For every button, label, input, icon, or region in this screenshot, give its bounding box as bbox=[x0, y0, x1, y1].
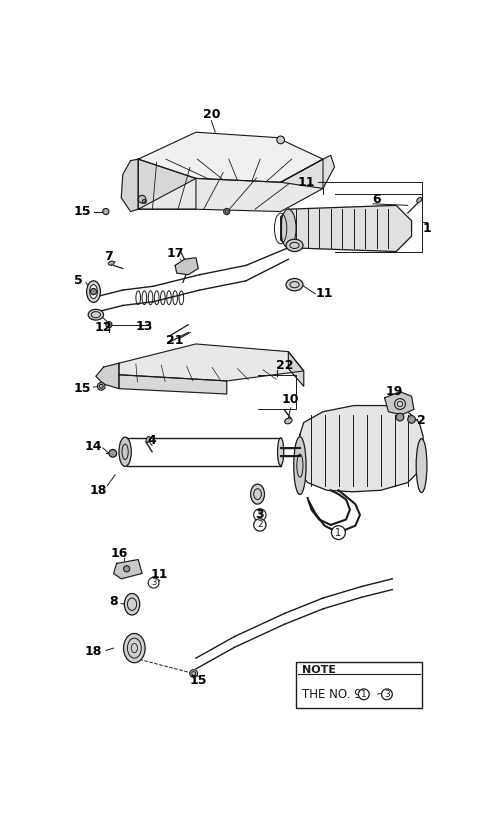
Text: 11: 11 bbox=[297, 176, 315, 189]
Circle shape bbox=[190, 670, 197, 677]
Ellipse shape bbox=[146, 437, 150, 442]
Text: 18: 18 bbox=[85, 646, 102, 659]
Ellipse shape bbox=[119, 437, 131, 467]
Text: 4: 4 bbox=[148, 433, 156, 446]
Circle shape bbox=[396, 413, 404, 421]
Polygon shape bbox=[96, 363, 119, 389]
Polygon shape bbox=[114, 559, 142, 579]
Circle shape bbox=[148, 577, 159, 588]
Text: 11: 11 bbox=[316, 288, 333, 301]
Circle shape bbox=[359, 689, 369, 700]
Text: 8: 8 bbox=[109, 595, 118, 608]
Circle shape bbox=[382, 689, 392, 700]
Circle shape bbox=[395, 398, 406, 410]
Circle shape bbox=[254, 509, 266, 521]
Text: 2: 2 bbox=[417, 415, 426, 428]
Circle shape bbox=[106, 322, 112, 328]
Circle shape bbox=[408, 415, 415, 424]
Polygon shape bbox=[121, 159, 138, 211]
Text: 15: 15 bbox=[74, 382, 92, 395]
Text: 15: 15 bbox=[74, 205, 92, 218]
Ellipse shape bbox=[417, 198, 422, 202]
Text: 15: 15 bbox=[190, 674, 207, 687]
Text: NOTE: NOTE bbox=[302, 665, 336, 675]
Text: 2: 2 bbox=[257, 520, 263, 529]
Text: 5: 5 bbox=[74, 274, 83, 287]
Text: 12: 12 bbox=[95, 320, 112, 333]
Text: 7: 7 bbox=[105, 250, 113, 263]
Text: 6: 6 bbox=[372, 193, 381, 206]
Ellipse shape bbox=[277, 438, 284, 466]
Polygon shape bbox=[175, 258, 198, 275]
Circle shape bbox=[138, 195, 146, 203]
Text: 13: 13 bbox=[136, 320, 153, 333]
Text: 21: 21 bbox=[167, 334, 184, 347]
Bar bbox=[296, 662, 421, 708]
Ellipse shape bbox=[108, 261, 114, 265]
Polygon shape bbox=[384, 392, 414, 415]
Circle shape bbox=[97, 382, 105, 390]
Circle shape bbox=[103, 208, 109, 215]
Text: 20: 20 bbox=[203, 108, 220, 121]
Circle shape bbox=[224, 208, 230, 215]
Text: 11: 11 bbox=[151, 568, 168, 581]
Text: 3: 3 bbox=[256, 510, 263, 520]
Text: 3: 3 bbox=[384, 689, 390, 699]
Text: 10: 10 bbox=[282, 393, 300, 406]
Circle shape bbox=[90, 289, 96, 294]
Text: ~: ~ bbox=[372, 688, 387, 701]
Text: 16: 16 bbox=[110, 547, 128, 560]
Polygon shape bbox=[296, 406, 423, 492]
Circle shape bbox=[123, 566, 130, 572]
Polygon shape bbox=[119, 344, 304, 381]
Circle shape bbox=[332, 526, 345, 540]
Polygon shape bbox=[138, 133, 323, 182]
Ellipse shape bbox=[123, 438, 130, 466]
Ellipse shape bbox=[281, 209, 296, 248]
Ellipse shape bbox=[123, 633, 145, 663]
Text: 22: 22 bbox=[276, 359, 293, 372]
Ellipse shape bbox=[88, 309, 104, 320]
Polygon shape bbox=[288, 352, 304, 386]
Text: 17: 17 bbox=[167, 246, 184, 259]
Circle shape bbox=[254, 519, 266, 531]
Polygon shape bbox=[119, 375, 227, 394]
Ellipse shape bbox=[294, 437, 306, 494]
Ellipse shape bbox=[251, 484, 264, 504]
Ellipse shape bbox=[86, 280, 100, 302]
Ellipse shape bbox=[286, 239, 303, 251]
Text: 14: 14 bbox=[85, 440, 102, 453]
Polygon shape bbox=[138, 159, 323, 211]
Circle shape bbox=[277, 136, 285, 144]
Circle shape bbox=[109, 450, 117, 457]
Text: 3: 3 bbox=[151, 578, 156, 587]
Text: 18: 18 bbox=[89, 484, 107, 497]
Text: 3: 3 bbox=[255, 508, 264, 521]
Text: 1: 1 bbox=[361, 689, 367, 699]
Ellipse shape bbox=[286, 279, 303, 291]
Text: 1: 1 bbox=[422, 222, 432, 235]
Text: 19: 19 bbox=[385, 385, 403, 398]
Ellipse shape bbox=[124, 593, 140, 615]
Ellipse shape bbox=[285, 418, 292, 424]
Polygon shape bbox=[281, 155, 335, 189]
Polygon shape bbox=[138, 159, 196, 209]
Ellipse shape bbox=[416, 439, 427, 493]
Text: THE NO. 9 :: THE NO. 9 : bbox=[302, 688, 373, 701]
Polygon shape bbox=[281, 206, 411, 251]
Text: 1: 1 bbox=[336, 528, 341, 537]
Ellipse shape bbox=[90, 285, 97, 298]
